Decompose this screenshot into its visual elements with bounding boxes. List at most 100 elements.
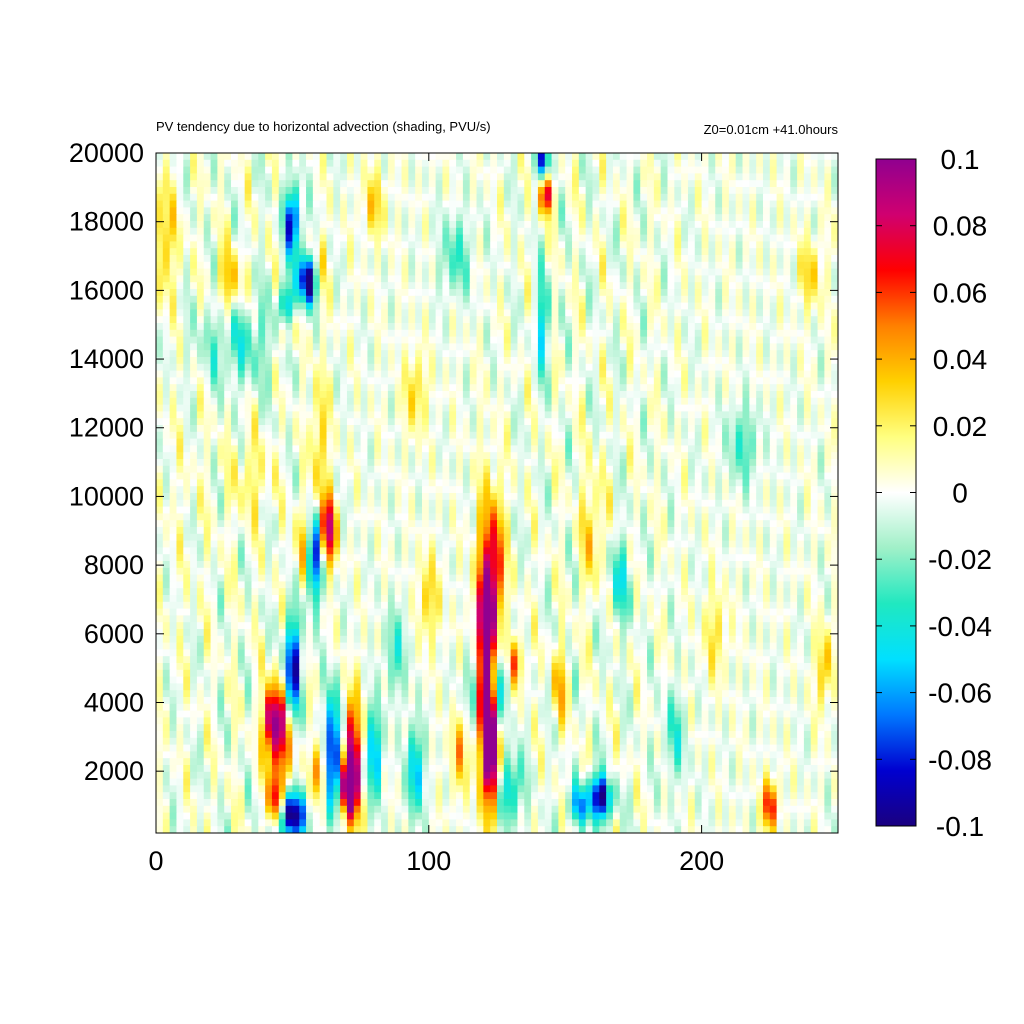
heatmap-cell [503,336,512,344]
heatmap-cell [449,268,457,276]
heatmap-cell [415,465,423,474]
heatmap-cell [831,397,838,406]
heatmap-cell [749,193,757,202]
heatmap-cell [476,275,484,283]
heatmap-cell [394,329,403,338]
heatmap-cell [340,187,348,195]
heatmap-cell [503,302,512,310]
heatmap-cell [640,166,648,174]
heatmap-cell [783,323,791,331]
heatmap-cell [681,200,689,208]
heatmap-cell [169,465,178,474]
heatmap-cell [340,336,348,344]
heatmap-cell [572,153,580,161]
heatmap-cell [367,268,375,276]
heatmap-cell [592,384,600,392]
heatmap-cell [381,486,389,494]
heatmap-cell [817,221,825,229]
heatmap-cell [285,452,293,460]
heatmap-cell [340,377,348,385]
heatmap-cell [271,336,280,344]
heatmap-cell [381,316,389,324]
heatmap-cell [544,261,553,270]
heatmap-cell [190,234,198,242]
heatmap-cell [381,425,389,433]
heatmap-cell [633,187,641,195]
heatmap-cell [810,472,819,480]
heatmap-cell [203,227,212,236]
heatmap-cell [612,309,621,317]
heatmap-cell [612,214,621,222]
heatmap-cell [490,255,498,263]
heatmap-cell [346,275,355,283]
heatmap-cell [258,241,266,249]
heatmap-cell [653,200,662,208]
heatmap-cell [456,234,464,242]
heatmap-cell [769,452,778,460]
heatmap-cell [831,275,838,283]
heatmap-cell [265,248,273,256]
heatmap-cell [735,329,744,338]
heatmap-cell [326,323,334,331]
heatmap-cell [667,180,675,188]
heatmap-cell [312,404,321,412]
heatmap-cell [394,241,403,249]
heatmap-cell [421,431,430,440]
heatmap-cell [169,452,178,460]
heatmap-cell [312,261,321,270]
heatmap-cell [817,289,825,297]
heatmap-cell [756,357,764,365]
heatmap-cell [537,289,546,297]
heatmap-cell [701,248,710,256]
heatmap-cell [640,391,648,399]
heatmap-cell [483,255,491,263]
heatmap-cell [790,221,798,229]
heatmap-cell [231,282,239,290]
heatmap-cell [606,309,614,317]
heatmap-cell [346,391,355,399]
heatmap-cell [817,445,825,453]
heatmap-cell [660,411,669,419]
heatmap-cell [326,472,334,480]
heatmap-cell [578,180,587,188]
heatmap-cell [462,357,471,365]
heatmap-cell [224,370,232,378]
heatmap-cell [735,452,744,460]
heatmap-cell [681,343,689,351]
heatmap-cell [803,193,812,202]
heatmap-cell [462,234,471,242]
heatmap-cell [462,418,471,426]
heatmap-cell [640,289,648,297]
heatmap-cell [224,302,232,310]
heatmap-cell [749,336,757,344]
heatmap-cell [156,248,164,256]
heatmap-cell [271,295,280,304]
heatmap-cell [797,425,805,433]
heatmap-cell [640,370,648,378]
heatmap-cell [367,193,375,202]
heatmap-cell [687,445,696,453]
heatmap-cell [715,452,723,460]
heatmap-cell [565,486,573,494]
heatmap-cell [681,329,689,338]
heatmap-cell [353,418,362,426]
heatmap-cell [319,370,328,378]
heatmap-cell [169,391,178,399]
heatmap-cell [606,370,614,378]
heatmap-cell [592,459,600,467]
heatmap-cell [524,234,532,242]
heatmap-cell [681,153,689,161]
heatmap-cell [537,418,546,426]
heatmap-cell [585,261,594,270]
heatmap-cell [251,452,259,460]
heatmap-cell [558,479,566,487]
heatmap-cell [797,370,805,378]
heatmap-cell [524,431,532,440]
heatmap-cell [435,329,444,338]
heatmap-cell [476,282,484,290]
heatmap-cell [346,200,355,208]
heatmap-cell [387,255,396,263]
heatmap-cell [722,370,730,378]
heatmap-cell [769,159,778,168]
heatmap-cell [415,486,423,494]
